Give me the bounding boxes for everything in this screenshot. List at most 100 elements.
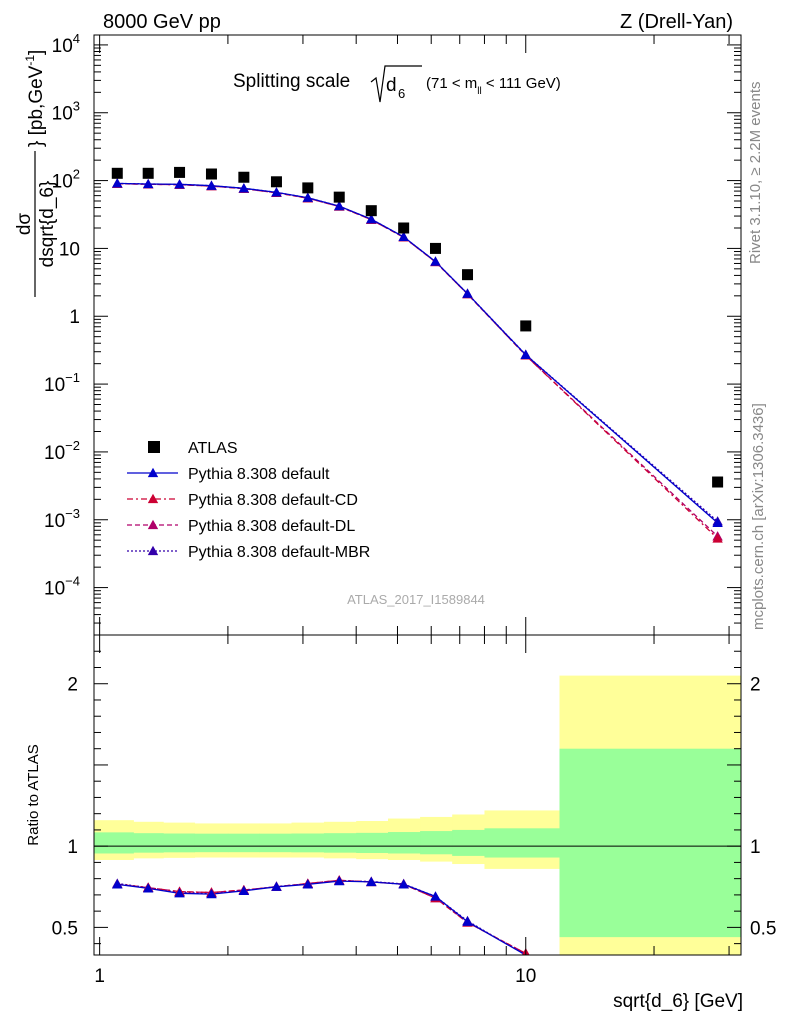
uncertainty-band-inner [356,832,389,853]
uncertainty-band-inner [323,833,357,853]
ratio-y-axis: 2 2 1 1 0.5 0.5 [52,634,776,945]
y-label-denominator: dsqrt{d_6} [37,181,58,268]
uncertainty-band-inner [163,833,196,853]
data-point [520,320,532,332]
legend-label: Pythia 8.308 default-DL [188,518,355,535]
mc-point [302,192,314,202]
y-tick-label: 103 [52,99,80,125]
ratio-point [238,885,250,895]
legend-marker-atlas [148,441,160,453]
rivet-version-text: Rivet 3.1.10, ≥ 2.2M events [747,82,764,265]
data-point [462,269,474,281]
svg-text:(71 < mll < 111 GeV): (71 < mll < 111 GeV) [426,75,561,97]
legend-marker [147,519,159,530]
mc-point [334,200,345,211]
title-variable-sub: 6 [398,86,405,101]
ratio-y-tick-label-left: 0.5 [52,918,78,939]
series-line-pythia-8-308-default-dl [117,183,719,537]
ratio-point [462,916,473,926]
ratio-y-tick-label-right: 1 [750,837,761,858]
legend: ATLAS Pythia 8.308 default Pythia 8.308 de… [127,440,370,561]
svg-text:} [pb,GeV-1]: } [pb,GeV-1] [23,50,47,147]
mc-point [174,179,185,189]
y-tick-label: 10−1 [44,370,80,396]
y-label-numerator: dσ [14,213,35,236]
ratio-y-tick-label-right: 0.5 [750,918,776,939]
uncertainty-band-inner [291,833,325,853]
ratio-y-label: Ratio to ATLAS [25,744,42,845]
y-tick-label: 10−2 [44,438,80,464]
uncertainty-band-inner [387,832,421,854]
mc-point [271,187,282,197]
y-label-unit-end: ] [26,50,47,55]
ratio-point [366,876,377,887]
data-point [205,168,217,180]
y-tick-label: 1 [69,307,80,328]
main-y-label: dσ dsqrt{d_6} } [pb,GeV-1] [14,50,58,297]
mc-point [206,180,217,190]
ratio-point [142,883,154,893]
uncertainty-band-inner [227,833,260,853]
y-tick-label: 10−4 [44,574,80,600]
main-x-axis [99,35,730,635]
data-point [429,242,441,254]
x-axis-label: sqrt{d_6} [GeV] [613,991,743,1012]
main-plot-area [111,166,724,543]
ratio-point [271,881,282,891]
uncertainty-band-inner [133,833,164,853]
legend-marker [147,493,159,504]
data-point [142,167,154,179]
ratio-frame [93,634,742,956]
ratio-panel: 2 2 1 1 0.5 0.5 1 10 Ratio to ATLAS [25,634,776,987]
title-main: Splitting scale [233,71,350,92]
data-point [111,167,123,179]
x-tick-label: 1 [94,966,105,987]
uncertainty-band-inner [452,829,485,856]
mc-point [430,256,441,266]
legend-label: Pythia 8.308 default-MBR [188,544,370,561]
analysis-watermark: ATLAS_2017_I1589844 [347,592,485,607]
ratio-plot-area [94,675,741,955]
y-tick-label: 10 [59,239,80,260]
title-range-end: < 111 GeV) [482,75,561,92]
legend-label: Pythia 8.308 default [188,466,330,483]
sqrt-symbol [370,65,422,103]
mc-point [712,533,723,543]
legend-marker [147,467,159,478]
data-point [270,176,282,188]
data-point [333,191,345,203]
legend-label: ATLAS [188,440,238,457]
data-point [398,222,410,234]
mc-point [112,178,123,188]
uncertainty-band-inner [420,831,453,855]
mc-point [712,517,723,528]
header-right: Z (Drell-Yan) [620,11,733,33]
title-variable: d [386,75,397,96]
data-point [302,182,314,194]
ratio-point [206,888,217,899]
data-point [712,476,724,488]
ratio-point [430,891,441,901]
mc-point [366,213,377,224]
legend-marker [147,545,159,556]
y-label-unit: [pb,GeV [26,65,47,135]
mcplots-source-text: mcplots.cern.ch [arXiv:1306.3436] [750,403,767,630]
data-point [238,171,250,183]
data-point [174,166,186,178]
data-point [365,205,377,217]
title-range-sub: ll [477,86,481,97]
header-left: 8000 GeV pp [103,11,221,33]
plot-title: Splitting scale d 6 (71 < mll < 111 GeV) [233,65,561,103]
y-label-unit-sup: -1 [23,55,37,66]
ratio-point [302,879,314,889]
uncertainty-band-inner [559,748,741,938]
mc-point [238,183,250,193]
uncertainty-band-inner [259,833,292,853]
uncertainty-band-inner [94,832,134,854]
mc-point [398,231,409,242]
y-tick-label: 104 [52,31,80,57]
ratio-point [398,879,409,889]
title-range: (71 < m [426,75,477,92]
